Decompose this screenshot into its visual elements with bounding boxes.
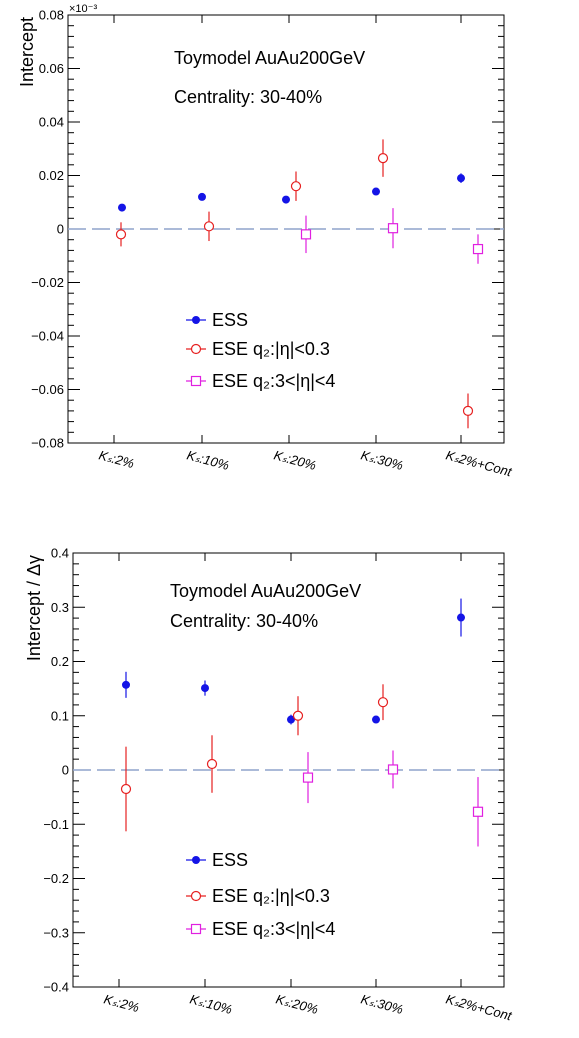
x-category-label: Kₛ:30%: [359, 991, 405, 1017]
legend-marker: [190, 923, 202, 935]
x-category-label: Kₛ:2%: [102, 991, 141, 1015]
data-point-ese-mid: [292, 710, 304, 721]
data-point-ese-forward: [472, 243, 484, 255]
y-tick-label: 0.1: [51, 708, 69, 723]
y-tick-label: −0.3: [43, 925, 69, 940]
chart-subtitle: Centrality: 30-40%: [174, 87, 322, 107]
data-point-ess: [372, 187, 380, 196]
x-category-label: Kₛ:20%: [274, 991, 320, 1017]
legend-marker: [192, 856, 200, 864]
data-point-ess: [457, 174, 465, 183]
data-point-ese-mid: [377, 697, 389, 708]
y-tick-label: −0.04: [31, 329, 64, 344]
y-tick-label: −0.06: [31, 382, 64, 397]
data-point-ese-mid: [120, 783, 132, 795]
data-point-ess: [372, 715, 380, 724]
y-tick-label: −0.2: [43, 871, 69, 886]
x-category-label: Kₛ:30%: [359, 447, 405, 473]
bottom-chart-panel: −0.4 −0.3 −0.2 −0.1 0 0.1 0.2 0.3 0.4 Intercept /…: [24, 546, 515, 1024]
legend-label: ESS: [212, 850, 248, 870]
legend-marker: [190, 375, 202, 387]
y-tick-label: −0.02: [31, 275, 64, 290]
x-category-label: Kₛ2%+Cont: [444, 447, 514, 479]
data-point-ese-mid: [462, 405, 474, 416]
data-point-ess: [122, 680, 130, 689]
data-point-ese-mid: [206, 758, 218, 770]
x-category-label: Kₛ:10%: [188, 991, 234, 1017]
legend-marker: [190, 343, 202, 355]
data-point-ess: [201, 684, 209, 693]
y-tick-label: 0.04: [39, 115, 64, 130]
data-point-ess: [198, 192, 206, 201]
y-tick-label: 0.02: [39, 168, 64, 183]
legend-label: ESS: [212, 310, 248, 330]
data-point-ese-forward: [302, 772, 314, 783]
y-exponent-label: ×10⁻³: [69, 3, 97, 15]
data-point-ese-forward: [300, 229, 312, 240]
data-point-ese-forward: [387, 223, 399, 234]
y-tick-label: 0: [62, 763, 69, 778]
x-category-label: Kₛ:2%: [97, 447, 136, 471]
x-category-label: Kₛ:10%: [185, 447, 231, 473]
y-tick-label: 0.4: [51, 546, 69, 561]
top-chart-panel: −0.08 −0.06 −0.04 −0.02 0 0.02 0.04 0.06 0.08 ×10…: [17, 3, 515, 480]
legend-label: ESE q₂:3<|η|<4: [212, 919, 335, 939]
data-point-ese-forward: [472, 806, 484, 817]
legend-label: ESE q₂:|η|<0.3: [212, 339, 330, 359]
data-point-ess: [457, 613, 465, 622]
legend-marker: [190, 890, 202, 902]
y-tick-label: −0.08: [31, 436, 64, 451]
data-point-ese-mid: [203, 221, 215, 232]
data-point-ess: [118, 203, 126, 212]
data-point-ess: [287, 715, 295, 724]
y-tick-label: 0: [57, 222, 64, 237]
y-tick-label: 0.2: [51, 654, 69, 669]
data-point-ese-mid: [290, 181, 302, 192]
data-point-ess: [282, 195, 290, 204]
legend-label: ESE q₂:3<|η|<4: [212, 371, 335, 391]
chart-title: Toymodel AuAu200GeV: [170, 581, 361, 601]
y-tick-label: −0.1: [43, 817, 69, 832]
data-point-ese-mid: [115, 229, 127, 240]
chart-title: Toymodel AuAu200GeV: [174, 48, 365, 68]
chart-subtitle: Centrality: 30-40%: [170, 611, 318, 631]
x-category-label: Kₛ2%+Cont: [444, 991, 514, 1023]
legend-label: ESE q₂:|η|<0.3: [212, 886, 330, 906]
y-tick-label: 0.3: [51, 600, 69, 615]
y-tick-label: 0.08: [39, 8, 64, 23]
x-category-label: Kₛ:20%: [272, 447, 318, 473]
y-tick-label: −0.4: [43, 980, 69, 995]
data-point-ese-forward: [387, 764, 399, 775]
y-tick-label: 0.06: [39, 61, 64, 76]
y-axis-title: Intercept / Δγ: [24, 555, 44, 661]
legend-marker: [192, 316, 200, 324]
data-point-ese-mid: [377, 153, 389, 164]
y-axis-title: Intercept: [17, 17, 37, 87]
